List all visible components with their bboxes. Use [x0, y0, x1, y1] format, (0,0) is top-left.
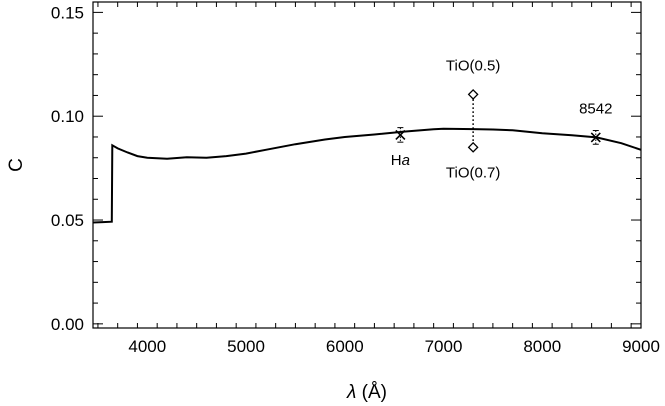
x-tick-label: 7000: [425, 337, 463, 356]
y-tick-label: 0.05: [51, 211, 84, 230]
annotation-label: TiO(0.7): [446, 164, 500, 181]
y-axis-label: C: [6, 158, 27, 172]
series-line: [92, 127, 642, 224]
x-tick-label: 5000: [227, 337, 265, 356]
y-tick-label: 0.00: [51, 315, 84, 334]
annotation-label: TiO(0.5): [446, 57, 500, 74]
x-tick-label: 9000: [622, 337, 660, 356]
x-axis-label-unit: (Å): [356, 382, 387, 403]
x-tick-label: 8000: [523, 337, 561, 356]
y-tick-label: 0.10: [51, 107, 84, 126]
diamond-marker: [467, 88, 479, 100]
y-tick-label: 0.15: [51, 3, 84, 22]
x-axis-label: λ (Å): [346, 382, 387, 403]
x-tick-label: 6000: [326, 337, 364, 356]
annotation-label: 8542: [579, 100, 612, 117]
annotation-label: Ha: [391, 152, 410, 169]
x-tick-label: 4000: [128, 337, 166, 356]
x-axis-label-symbol: λ: [346, 382, 356, 403]
plot-area: 4000 5000 6000 7000 8000 9000 0.00 0.05 0.10 0.15…: [51, 1, 660, 356]
plot-frame: [92, 1, 642, 329]
diamond-marker: [467, 141, 479, 153]
